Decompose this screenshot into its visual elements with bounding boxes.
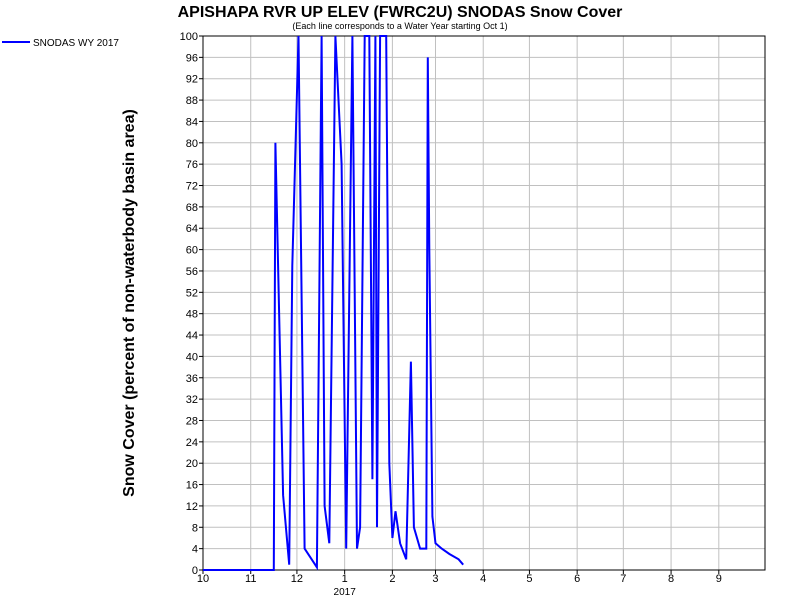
y-tick-label: 44 (186, 330, 198, 342)
y-tick-label: 32 (186, 394, 198, 406)
y-tick-label: 52 (186, 287, 198, 299)
y-tick-label: 84 (186, 116, 198, 128)
y-tick-label: 48 (186, 309, 198, 321)
legend-label: SNODAS WY 2017 (33, 38, 119, 49)
x-tick-label: 12 (291, 573, 303, 585)
y-tick-label: 72 (186, 181, 198, 193)
y-tick-label: 60 (186, 245, 198, 257)
y-tick-label: 76 (186, 159, 198, 171)
y-axis-label: Snow Cover (percent of non-waterbody bas… (121, 109, 138, 497)
y-tick-label: 36 (186, 373, 198, 385)
y-tick-label: 24 (186, 437, 198, 449)
y-tick-label: 92 (186, 74, 198, 86)
plot-border (202, 35, 766, 571)
y-tick-label: 0 (192, 565, 198, 577)
y-tick-label: 40 (186, 351, 198, 363)
chart-title: APISHAPA RVR UP ELEV (FWRC2U) SNODAS Sno… (178, 4, 623, 21)
x-tick-label: 7 (620, 573, 626, 585)
x-tick-label: 10 (197, 573, 209, 585)
y-tick-label: 8 (192, 522, 198, 534)
y-tick-label: 20 (186, 458, 198, 470)
x-tick-label: 4 (480, 573, 486, 585)
y-tick-label: 80 (186, 138, 198, 150)
x-tick-label: 11 (245, 573, 256, 585)
x-year-label: 2017 (334, 587, 357, 598)
x-tick-label: 3 (432, 573, 438, 585)
x-tick-label: 1 (342, 573, 348, 585)
y-tick-label: 4 (192, 544, 198, 556)
series-line (203, 35, 464, 571)
y-tick-label: 96 (186, 52, 198, 64)
x-tick-label: 2 (389, 573, 395, 585)
x-tick-label: 8 (668, 573, 674, 585)
y-tick-label: 64 (186, 223, 198, 235)
y-tick-label: 16 (186, 480, 198, 492)
y-tick-label: 68 (186, 202, 198, 214)
y-tick-label: 56 (186, 266, 198, 278)
x-tick-label: 9 (716, 573, 722, 585)
y-tick-label: 88 (186, 95, 198, 107)
chart-subtitle: (Each line corresponds to a Water Year s… (292, 21, 507, 31)
y-tick-label: 12 (186, 501, 198, 513)
y-tick-label: 28 (186, 415, 198, 427)
plot-area (202, 35, 766, 571)
x-tick-label: 6 (574, 573, 580, 585)
x-tick-label: 5 (526, 573, 532, 585)
y-tick-label: 100 (180, 31, 198, 43)
